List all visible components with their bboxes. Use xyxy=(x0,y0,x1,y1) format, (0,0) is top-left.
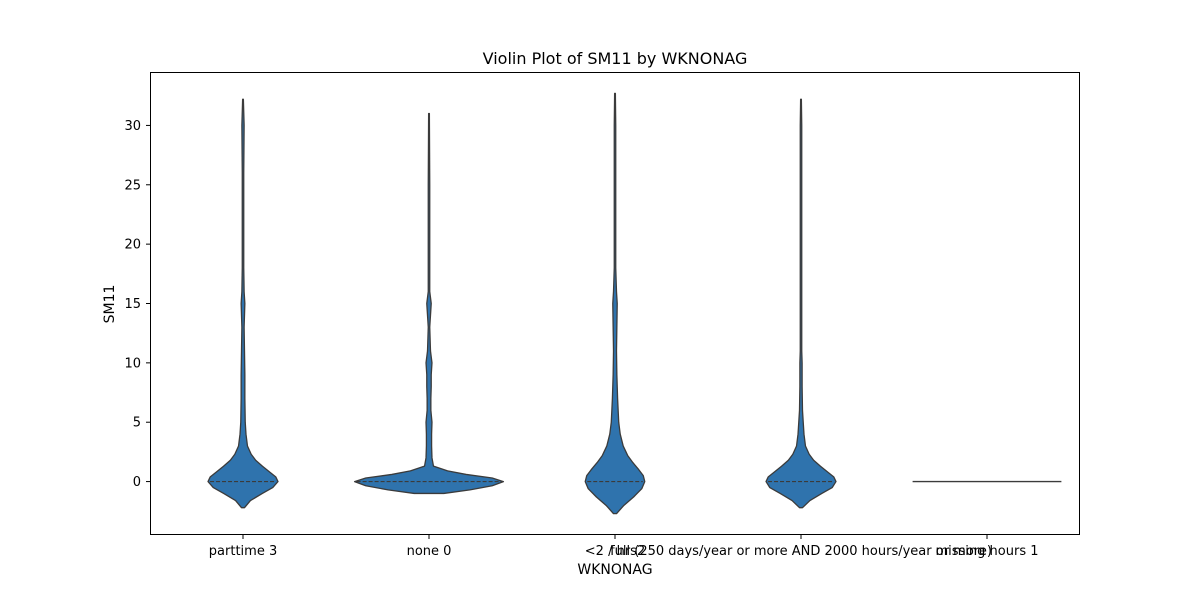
violin xyxy=(353,112,505,495)
violin xyxy=(207,98,279,509)
y-axis-title: SM11 xyxy=(102,285,118,324)
x-tick-label: parttime 3 xyxy=(209,544,277,559)
y-tick-label: 20 xyxy=(124,238,141,253)
chart-title: Violin Plot of SM11 by WKNONAG xyxy=(483,49,748,68)
violin-body xyxy=(353,112,505,495)
violin xyxy=(584,92,646,515)
violin-body xyxy=(584,92,646,515)
violin-body xyxy=(207,98,279,509)
x-tick-label: full (250 days/year or more AND 2000 hou… xyxy=(610,544,992,559)
x-tick-label: <2 / hrs2 xyxy=(585,544,645,559)
y-tick-label: 0 xyxy=(133,475,141,490)
violins xyxy=(207,92,1062,515)
y-tick-label: 10 xyxy=(124,356,141,371)
y-tick-label: 30 xyxy=(124,119,141,134)
x-tick-label: none 0 xyxy=(407,544,452,559)
violin xyxy=(765,98,837,509)
y-tick-label: 25 xyxy=(124,178,141,193)
y-tick-label: 5 xyxy=(133,416,141,431)
x-tick-label: missing hours 1 xyxy=(935,544,1038,559)
x-axis-title: WKNONAG xyxy=(577,562,652,578)
y-tick-label: 15 xyxy=(124,297,141,312)
y-axis: 0 5 10 15 20 25 30 xyxy=(124,119,150,490)
violin-body xyxy=(765,98,837,509)
plot-frame xyxy=(150,72,1080,535)
